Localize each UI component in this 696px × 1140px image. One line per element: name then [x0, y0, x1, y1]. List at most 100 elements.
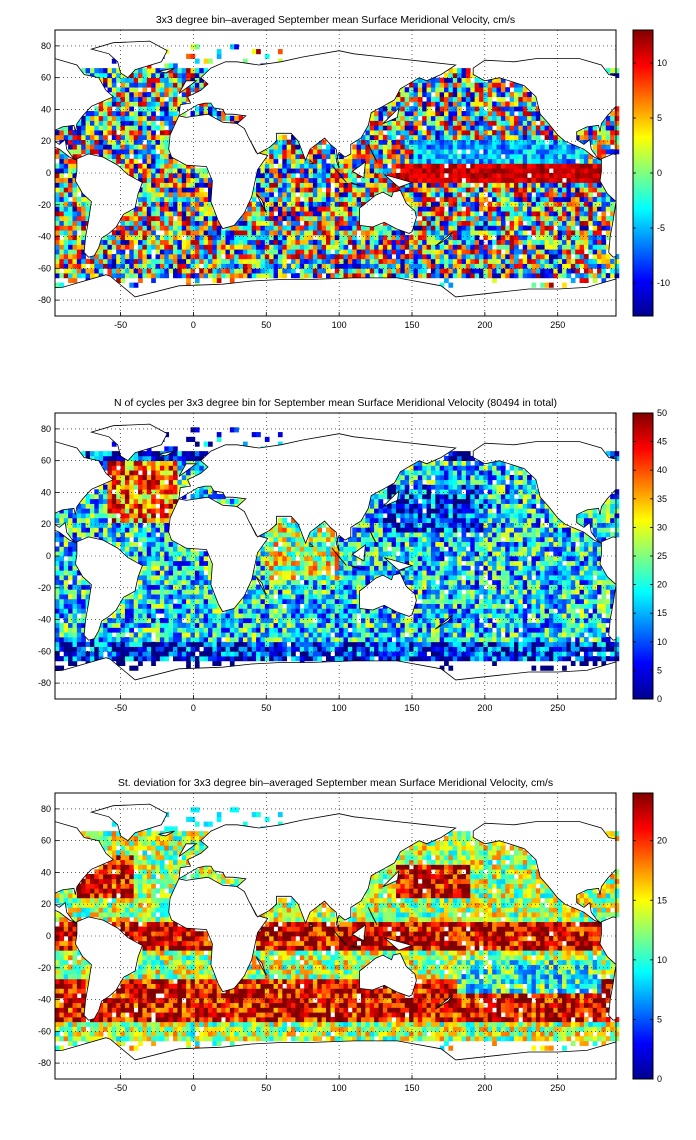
heatmap-cell — [347, 239, 353, 245]
heatmap-cell — [124, 230, 130, 236]
heatmap-cell — [186, 196, 191, 202]
heatmap-cell — [177, 258, 183, 264]
heatmap-cell — [194, 263, 200, 269]
heatmap-cell — [444, 106, 449, 112]
heatmap-cell — [76, 153, 82, 160]
land-outline — [351, 161, 366, 179]
heatmap-cell — [400, 163, 406, 169]
heatmap-cell — [496, 249, 502, 255]
heatmap-cell — [146, 130, 152, 136]
heatmap-cell — [59, 622, 65, 628]
heatmap-cell — [461, 273, 467, 279]
heatmap-cell — [107, 532, 113, 538]
heatmap-cell — [601, 239, 607, 245]
heatmap-cell — [155, 144, 161, 150]
heatmap-cell — [164, 522, 170, 528]
heatmap-cell — [461, 244, 467, 250]
heatmap-cell — [395, 268, 401, 274]
heatmap-cell — [369, 187, 375, 193]
heatmap-cell — [177, 273, 183, 279]
heatmap-cell — [142, 173, 148, 179]
heatmap-cell — [173, 651, 178, 657]
heatmap-cell — [242, 220, 248, 226]
heatmap-cell — [146, 560, 152, 566]
heatmap-cell — [422, 234, 427, 241]
heatmap-cell — [173, 254, 178, 260]
heatmap-cell — [164, 234, 170, 241]
heatmap-cell — [173, 446, 178, 452]
heatmap-cell — [461, 101, 467, 107]
heatmap-cell — [566, 163, 572, 169]
heatmap-cell — [159, 508, 165, 514]
heatmap-cell — [138, 163, 143, 169]
heatmap-cell — [221, 263, 226, 269]
heatmap-cell — [439, 273, 445, 279]
heatmap-cell — [133, 617, 139, 624]
heatmap-cell — [391, 153, 397, 160]
heatmap-cell — [142, 206, 148, 212]
heatmap-cell — [492, 77, 497, 83]
heatmap-cell — [566, 168, 572, 174]
heatmap-cell — [159, 192, 165, 198]
heatmap-cell — [129, 215, 135, 222]
heatmap-cell — [286, 249, 292, 255]
heatmap-cell — [426, 273, 432, 279]
heatmap-cell — [269, 215, 274, 222]
heatmap-cell — [173, 470, 178, 476]
heatmap-cell — [492, 111, 497, 117]
heatmap-cell — [273, 258, 279, 264]
heatmap-cell — [400, 144, 406, 150]
heatmap-cell — [85, 111, 91, 117]
heatmap-cell — [103, 646, 108, 652]
heatmap-cell — [566, 273, 572, 279]
heatmap-cell — [146, 239, 152, 245]
heatmap-cell — [63, 125, 69, 131]
heatmap-cell — [299, 254, 305, 260]
heatmap-cell — [142, 153, 148, 160]
heatmap-cell — [391, 130, 397, 136]
heatmap-cell — [68, 651, 73, 657]
heatmap-cell — [535, 158, 541, 164]
heatmap-cell — [422, 87, 427, 93]
heatmap-cell — [55, 258, 60, 264]
heatmap-cell — [103, 72, 108, 79]
heatmap-cell — [129, 96, 135, 102]
heatmap-cell — [352, 163, 357, 169]
heatmap-cell — [330, 258, 336, 264]
heatmap-cell — [168, 106, 174, 112]
heatmap-cell — [146, 134, 152, 140]
y-tick-label: 80 — [41, 41, 51, 51]
heatmap-cell — [465, 187, 471, 193]
heatmap-cell — [505, 268, 510, 274]
heatmap-cell — [361, 201, 366, 207]
heatmap-cell — [120, 91, 126, 98]
heatmap-cell — [579, 130, 585, 136]
heatmap-cell — [505, 263, 510, 269]
heatmap-cell — [138, 622, 143, 628]
heatmap-cell — [575, 144, 580, 150]
heatmap-cell — [111, 527, 117, 533]
heatmap-cell — [470, 163, 476, 169]
heatmap-cell — [426, 82, 432, 88]
heatmap-cell — [142, 68, 148, 74]
colorbar-tick-label: -10 — [657, 278, 670, 288]
heatmap-cell — [164, 560, 170, 566]
heatmap-cell — [159, 536, 165, 543]
heatmap-cell — [76, 656, 82, 662]
heatmap-cell — [63, 153, 69, 160]
heatmap-cell — [334, 234, 340, 241]
heatmap-cell — [59, 641, 65, 647]
heatmap-cell — [417, 130, 423, 136]
heatmap-cell — [159, 603, 165, 609]
heatmap-cell — [461, 249, 467, 255]
heatmap-cell — [173, 101, 178, 107]
heatmap-cell — [457, 139, 462, 145]
heatmap-cell — [500, 225, 506, 231]
heatmap-cell — [164, 206, 170, 212]
heatmap-cell — [98, 149, 104, 155]
heatmap-cell — [159, 273, 165, 279]
heatmap-cell — [308, 239, 314, 245]
heatmap-cell — [72, 244, 78, 250]
heatmap-cell — [63, 637, 69, 643]
heatmap-cell — [242, 215, 248, 222]
